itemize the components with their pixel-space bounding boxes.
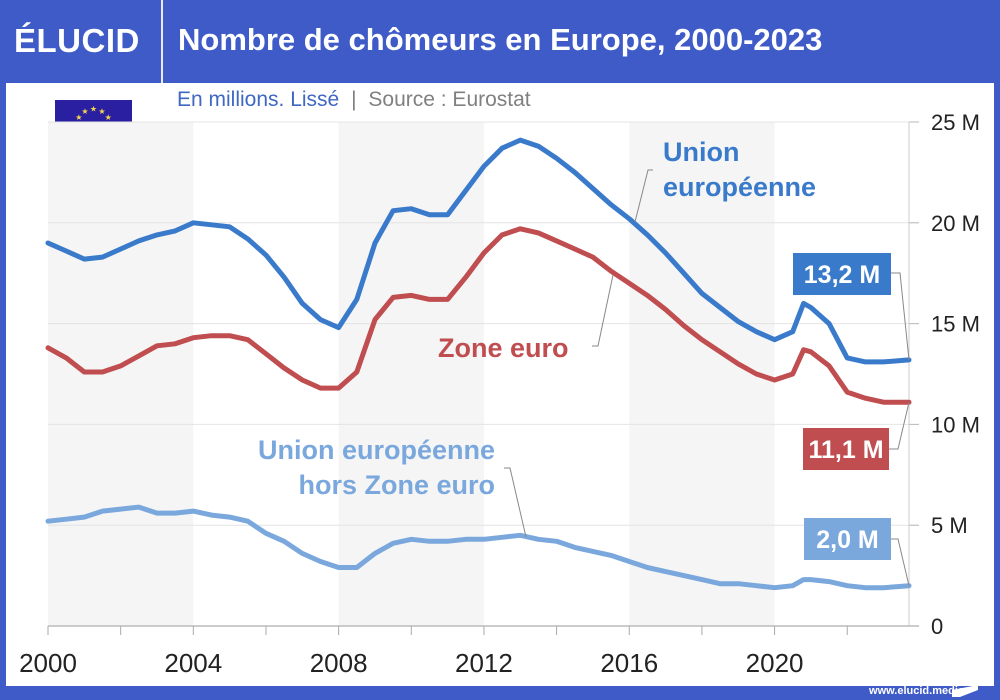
x-tick-label: 2004 xyxy=(164,648,222,678)
chart-title: Nombre de chômeurs en Europe, 2000-2023 xyxy=(178,22,823,57)
end-value-zone-euro-leader xyxy=(889,402,910,450)
leader-line-zone-euro xyxy=(592,274,614,347)
header-divider xyxy=(161,0,163,83)
end-value-hors-zone-euro-box xyxy=(804,518,891,560)
end-value-ue-label: 13,2 M xyxy=(804,261,880,289)
end-value-hors-zone-euro-label: 2,0 M xyxy=(816,526,879,554)
y-tick-label: 0 xyxy=(931,614,943,639)
chart-subtitle: En millions. Lissé | Source : Eurostat xyxy=(177,88,531,112)
background-band xyxy=(48,122,194,626)
end-value-hors-zone-euro-leader xyxy=(891,538,910,586)
series-line-zone-euro xyxy=(45,226,912,405)
leader-line-hors-zone-euro xyxy=(504,467,527,538)
flag-star: ★ xyxy=(75,113,82,122)
x-tick-label: 2008 xyxy=(310,648,368,678)
end-value-ue-leader xyxy=(891,272,910,360)
subtitle-source: Source : Eurostat xyxy=(368,88,531,111)
series-label-ue-line1: Union xyxy=(663,137,739,167)
series-label-hors-zone-euro-line1: Union européenne xyxy=(258,435,495,465)
header-bar: ÉLUCID Nombre de chômeurs en Europe, 200… xyxy=(0,0,1000,83)
end-value-zone-euro-label: 11,1 M xyxy=(808,436,883,464)
y-tick-label: 15 M xyxy=(931,312,980,337)
elucid-mark-icon xyxy=(952,685,978,697)
x-tick-label: 2012 xyxy=(455,648,513,678)
series-line-ue xyxy=(45,137,912,365)
subtitle-unit: En millions. Lissé xyxy=(177,88,340,111)
flag-star: ★ xyxy=(81,107,88,116)
leader-line-ue xyxy=(634,169,653,223)
x-tick-label: 2016 xyxy=(600,648,658,678)
end-value-ue-box xyxy=(793,253,891,295)
x-tick-label: 2020 xyxy=(746,648,804,678)
brand-logo: ÉLUCID xyxy=(14,22,140,59)
flag-star: ★ xyxy=(105,113,112,122)
series-line-hors-zone-euro xyxy=(45,504,912,591)
flag-star: ★ xyxy=(90,105,97,114)
y-tick-label: 20 M xyxy=(931,211,980,236)
footer-url[interactable]: www.elucid.media xyxy=(869,685,964,697)
flag-star: ★ xyxy=(98,107,105,116)
y-tick-label: 10 M xyxy=(931,412,980,437)
background-band xyxy=(629,122,775,626)
y-tick-label: 5 M xyxy=(931,513,968,538)
y-tick-label: 25 M xyxy=(931,110,980,135)
subtitle-separator: | xyxy=(351,88,357,111)
x-tick-label: 2000 xyxy=(19,648,77,678)
series-label-ue-line2: européenne xyxy=(663,172,816,202)
end-value-zone-euro-box xyxy=(803,428,889,470)
series-label-hors-zone-euro-line2: hors Zone euro xyxy=(298,470,495,500)
series-label-zone-euro: Zone euro xyxy=(438,333,569,363)
